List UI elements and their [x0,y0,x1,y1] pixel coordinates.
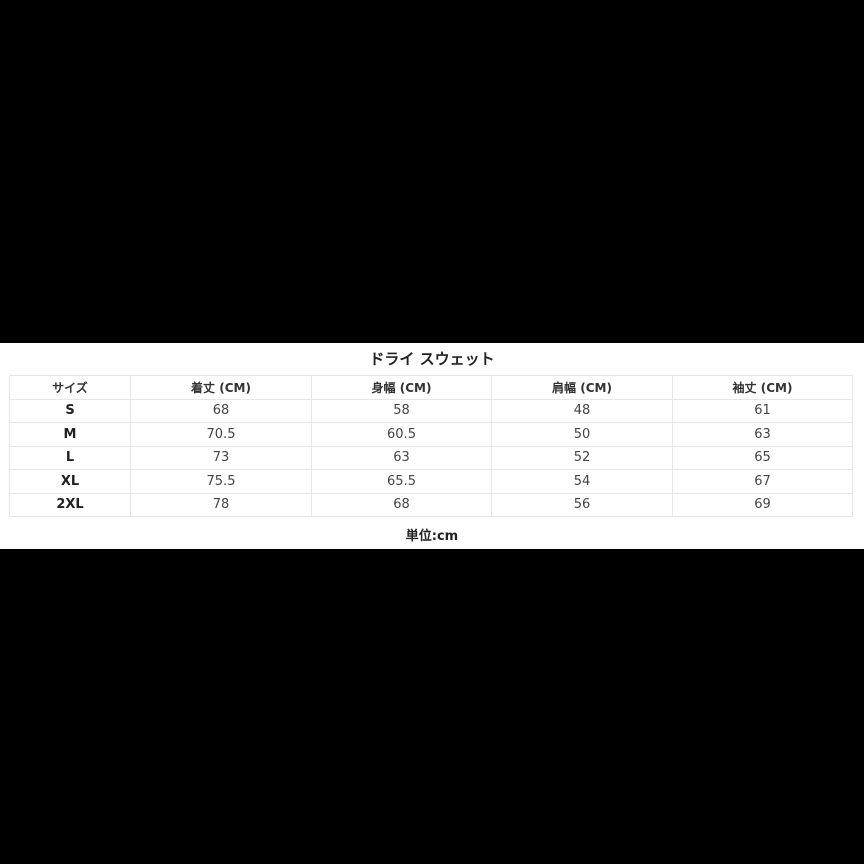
measurement-cell: 73 [130,445,312,470]
size-chart-panel: ドライ スウェット サイズ 着丈 (CM) 身幅 (CM) 肩幅 (CM) 袖丈… [0,343,864,549]
table-header-row: サイズ 着丈 (CM) 身幅 (CM) 肩幅 (CM) 袖丈 (CM) [9,375,853,400]
measurement-cell: 58 [311,398,492,423]
unit-note: 単位:cm [405,529,459,544]
measurement-cell: 63 [672,422,853,447]
size-cell: S [9,398,131,423]
measurement-cell: 61 [672,398,853,423]
measurement-cell: 65.5 [311,469,492,494]
size-table: サイズ 着丈 (CM) 身幅 (CM) 肩幅 (CM) 袖丈 (CM) S 68 5… [9,375,853,517]
header-length: 着丈 (CM) [130,375,312,400]
table-row: L 73 63 52 65 [9,445,853,470]
header-shoulder-width: 肩幅 (CM) [491,375,673,400]
table-row: S 68 58 48 61 [9,398,853,423]
measurement-cell: 68 [311,492,492,517]
header-size: サイズ [9,375,131,400]
header-body-width: 身幅 (CM) [311,375,492,400]
measurement-cell: 63 [311,445,492,470]
size-cell: L [9,445,131,470]
chart-title: ドライ スウェット [369,350,495,368]
measurement-cell: 69 [672,492,853,517]
table-row: XL 75.5 65.5 54 67 [9,469,853,494]
measurement-cell: 65 [672,445,853,470]
measurement-cell: 48 [491,398,673,423]
measurement-cell: 56 [491,492,673,517]
measurement-cell: 60.5 [311,422,492,447]
measurement-cell: 68 [130,398,312,423]
measurement-cell: 50 [491,422,673,447]
header-sleeve-length: 袖丈 (CM) [672,375,853,400]
measurement-cell: 54 [491,469,673,494]
size-cell: 2XL [9,492,131,517]
table-row: M 70.5 60.5 50 63 [9,422,853,447]
table-row: 2XL 78 68 56 69 [9,492,853,517]
measurement-cell: 70.5 [130,422,312,447]
size-cell: XL [9,469,131,494]
measurement-cell: 75.5 [130,469,312,494]
size-cell: M [9,422,131,447]
measurement-cell: 78 [130,492,312,517]
measurement-cell: 52 [491,445,673,470]
measurement-cell: 67 [672,469,853,494]
